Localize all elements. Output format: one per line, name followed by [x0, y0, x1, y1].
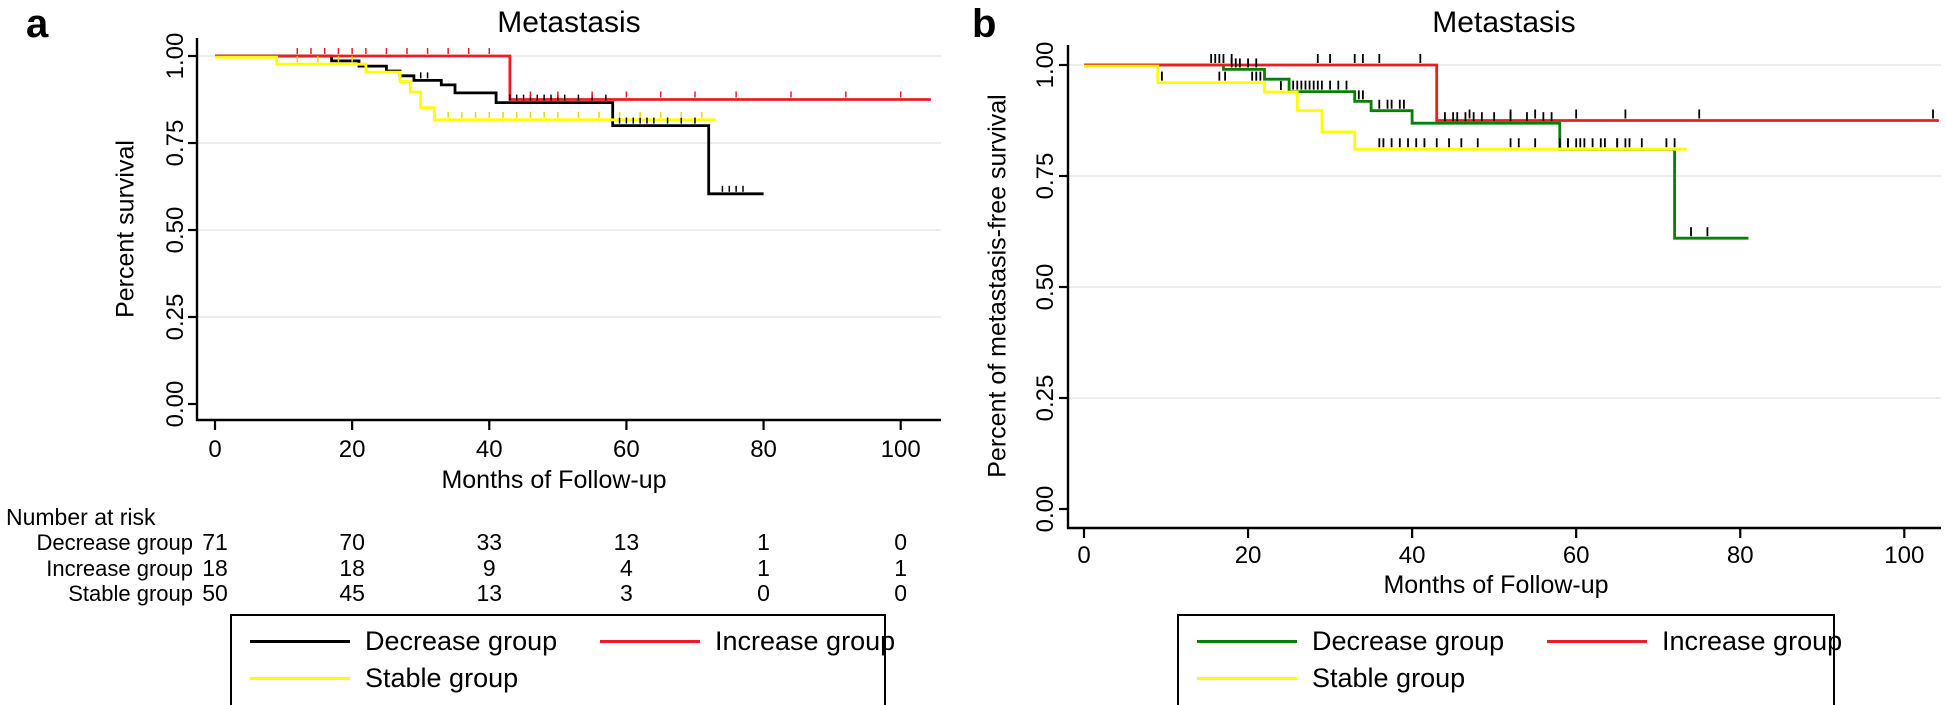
y-tick-label: 0.50 — [162, 206, 189, 254]
y-tick-label: 0.75 — [162, 119, 189, 167]
risk-count: 0 — [894, 580, 908, 606]
y-tick-label: 1.00 — [162, 32, 189, 80]
legend-line-sample — [1197, 677, 1297, 680]
x-tick-label: 0 — [208, 436, 222, 463]
risk-table-header: Number at risk — [6, 504, 156, 530]
risk-count: 18 — [339, 555, 365, 581]
panel-a-y-axis-title: Percent survival — [111, 140, 140, 318]
y-tick-label: 0.75 — [1032, 152, 1059, 200]
risk-count: 4 — [620, 555, 633, 581]
risk-count: 1 — [757, 555, 770, 581]
legend-box: Decrease group Increase group Stable group — [230, 614, 895, 705]
risk-row-label: Decrease group — [36, 530, 193, 555]
y-tick-label: 0.50 — [1032, 263, 1059, 311]
legend-line-sample — [1197, 640, 1297, 643]
panel-a-title: Metastasis — [497, 6, 641, 39]
y-tick-label: 0.00 — [162, 380, 189, 428]
legend-entry-label: Decrease group — [365, 626, 558, 656]
x-tick-label: 20 — [338, 436, 366, 463]
x-tick-label: 40 — [1398, 542, 1426, 569]
y-tick-label: 1.00 — [1032, 41, 1059, 89]
risk-count: 1 — [757, 529, 770, 555]
risk-count: 0 — [894, 529, 908, 555]
legend-entry-label: Increase group — [1662, 626, 1843, 656]
y-tick-label: 0.25 — [162, 293, 189, 341]
legend-entry-label: Increase group — [715, 626, 896, 656]
risk-count: 1 — [894, 555, 908, 581]
legend-line-sample — [600, 640, 700, 643]
risk-count: 13 — [613, 529, 640, 555]
x-tick-label: 80 — [750, 436, 777, 463]
y-tick-label: 0.25 — [1032, 374, 1059, 422]
panel-b-x-axis-title: Months of Follow-up — [1383, 571, 1609, 599]
risk-count: 13 — [476, 580, 503, 606]
risk-count: 18 — [202, 555, 228, 581]
panel-b-title: Metastasis — [1432, 6, 1576, 39]
risk-row-label: Stable group — [68, 581, 193, 606]
km-curve-increase-group — [215, 54, 931, 101]
x-tick-label: 60 — [1562, 542, 1590, 569]
km-curve-decrease-group — [215, 54, 764, 196]
legend-entry-label: Stable group — [365, 663, 519, 693]
risk-count: 70 — [339, 529, 365, 555]
x-tick-label: 60 — [613, 436, 640, 463]
x-tick-label: 40 — [475, 436, 503, 463]
km-curve-stable-group — [215, 55, 716, 122]
risk-count: 3 — [620, 580, 633, 606]
risk-count: 0 — [757, 580, 770, 606]
panel-letter-a: a — [26, 2, 49, 46]
legend-line-sample — [1547, 640, 1647, 643]
risk-count: 9 — [482, 555, 496, 581]
legend-line-sample — [250, 640, 350, 643]
km-curve-decrease-group — [1084, 63, 1749, 240]
x-tick-label: 20 — [1234, 542, 1262, 569]
km-curve-increase-group — [1084, 63, 1939, 122]
panel-a-x-axis-title: Months of Follow-up — [441, 466, 667, 494]
legend-entry-label: Stable group — [1312, 663, 1466, 693]
panel-b-y-axis-title: Percent of metastasis-free survival — [983, 94, 1012, 478]
km-curve-stable-group — [1084, 64, 1687, 151]
y-tick-label: 0.00 — [1032, 485, 1059, 533]
legend-line-sample — [250, 677, 350, 680]
legend-box: Decrease group Increase group Stable group — [1177, 614, 1842, 705]
risk-row-label: Increase group — [46, 556, 193, 581]
panel-letter-b: b — [972, 2, 997, 46]
x-tick-label: 100 — [880, 436, 921, 463]
risk-count: 33 — [476, 529, 503, 555]
risk-count: 45 — [339, 580, 365, 606]
x-tick-label: 80 — [1726, 542, 1754, 569]
legend-entry-label: Decrease group — [1312, 626, 1505, 656]
risk-count: 71 — [202, 529, 228, 555]
x-tick-label: 0 — [1077, 542, 1091, 569]
x-tick-label: 100 — [1884, 542, 1925, 569]
risk-count: 50 — [202, 580, 228, 606]
